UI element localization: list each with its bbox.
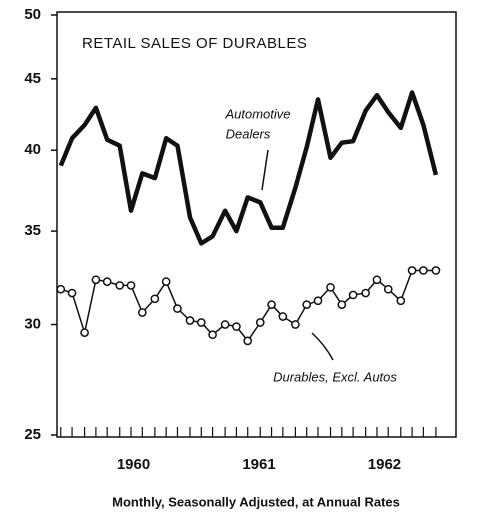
point [220, 320, 230, 329]
point [383, 284, 393, 294]
y-tick-label: 30 [24, 315, 41, 332]
plot-frame [56, 11, 457, 438]
y-tick-label: 50 [24, 6, 41, 23]
point [67, 288, 77, 298]
point [431, 266, 441, 275]
y-tick-label: 25 [24, 426, 41, 443]
pointer [261, 149, 269, 191]
y-tick-label: 35 [24, 222, 41, 239]
y-tick-label: 45 [24, 70, 41, 87]
point [278, 312, 288, 321]
point [419, 266, 428, 275]
point [361, 288, 371, 298]
point [173, 304, 182, 313]
point [56, 284, 66, 294]
chart-title: RETAIL SALES OF DURABLES [82, 35, 307, 52]
annotation: Automotive [224, 106, 290, 121]
point [243, 336, 253, 346]
point [102, 277, 112, 286]
annotation: Dealers [226, 126, 271, 141]
point [137, 308, 147, 317]
point [313, 296, 323, 306]
point [126, 281, 136, 290]
point [407, 266, 417, 275]
point [115, 281, 125, 290]
point [185, 316, 195, 325]
x-tick-label: 1960 [117, 456, 150, 473]
series-line [58, 90, 439, 246]
point [80, 328, 89, 338]
point [348, 290, 358, 300]
point [291, 320, 300, 329]
point [196, 318, 206, 327]
point [267, 300, 276, 310]
point [396, 296, 406, 306]
point [161, 277, 171, 286]
point [255, 318, 265, 327]
x-tick-label: 1961 [242, 456, 275, 473]
point [208, 330, 217, 340]
point [326, 282, 335, 292]
x-axis-label: Monthly, Seasonally Adjusted, at Annual … [112, 494, 400, 509]
pointer [311, 332, 334, 361]
y-tick-label: 40 [24, 141, 41, 158]
point [302, 300, 312, 310]
point [232, 322, 241, 331]
point [150, 294, 160, 304]
annotation: Durables, Excl. Autos [273, 369, 397, 384]
point [337, 300, 347, 310]
point [91, 275, 101, 285]
point [372, 275, 382, 285]
x-tick-label: 1962 [368, 456, 401, 473]
